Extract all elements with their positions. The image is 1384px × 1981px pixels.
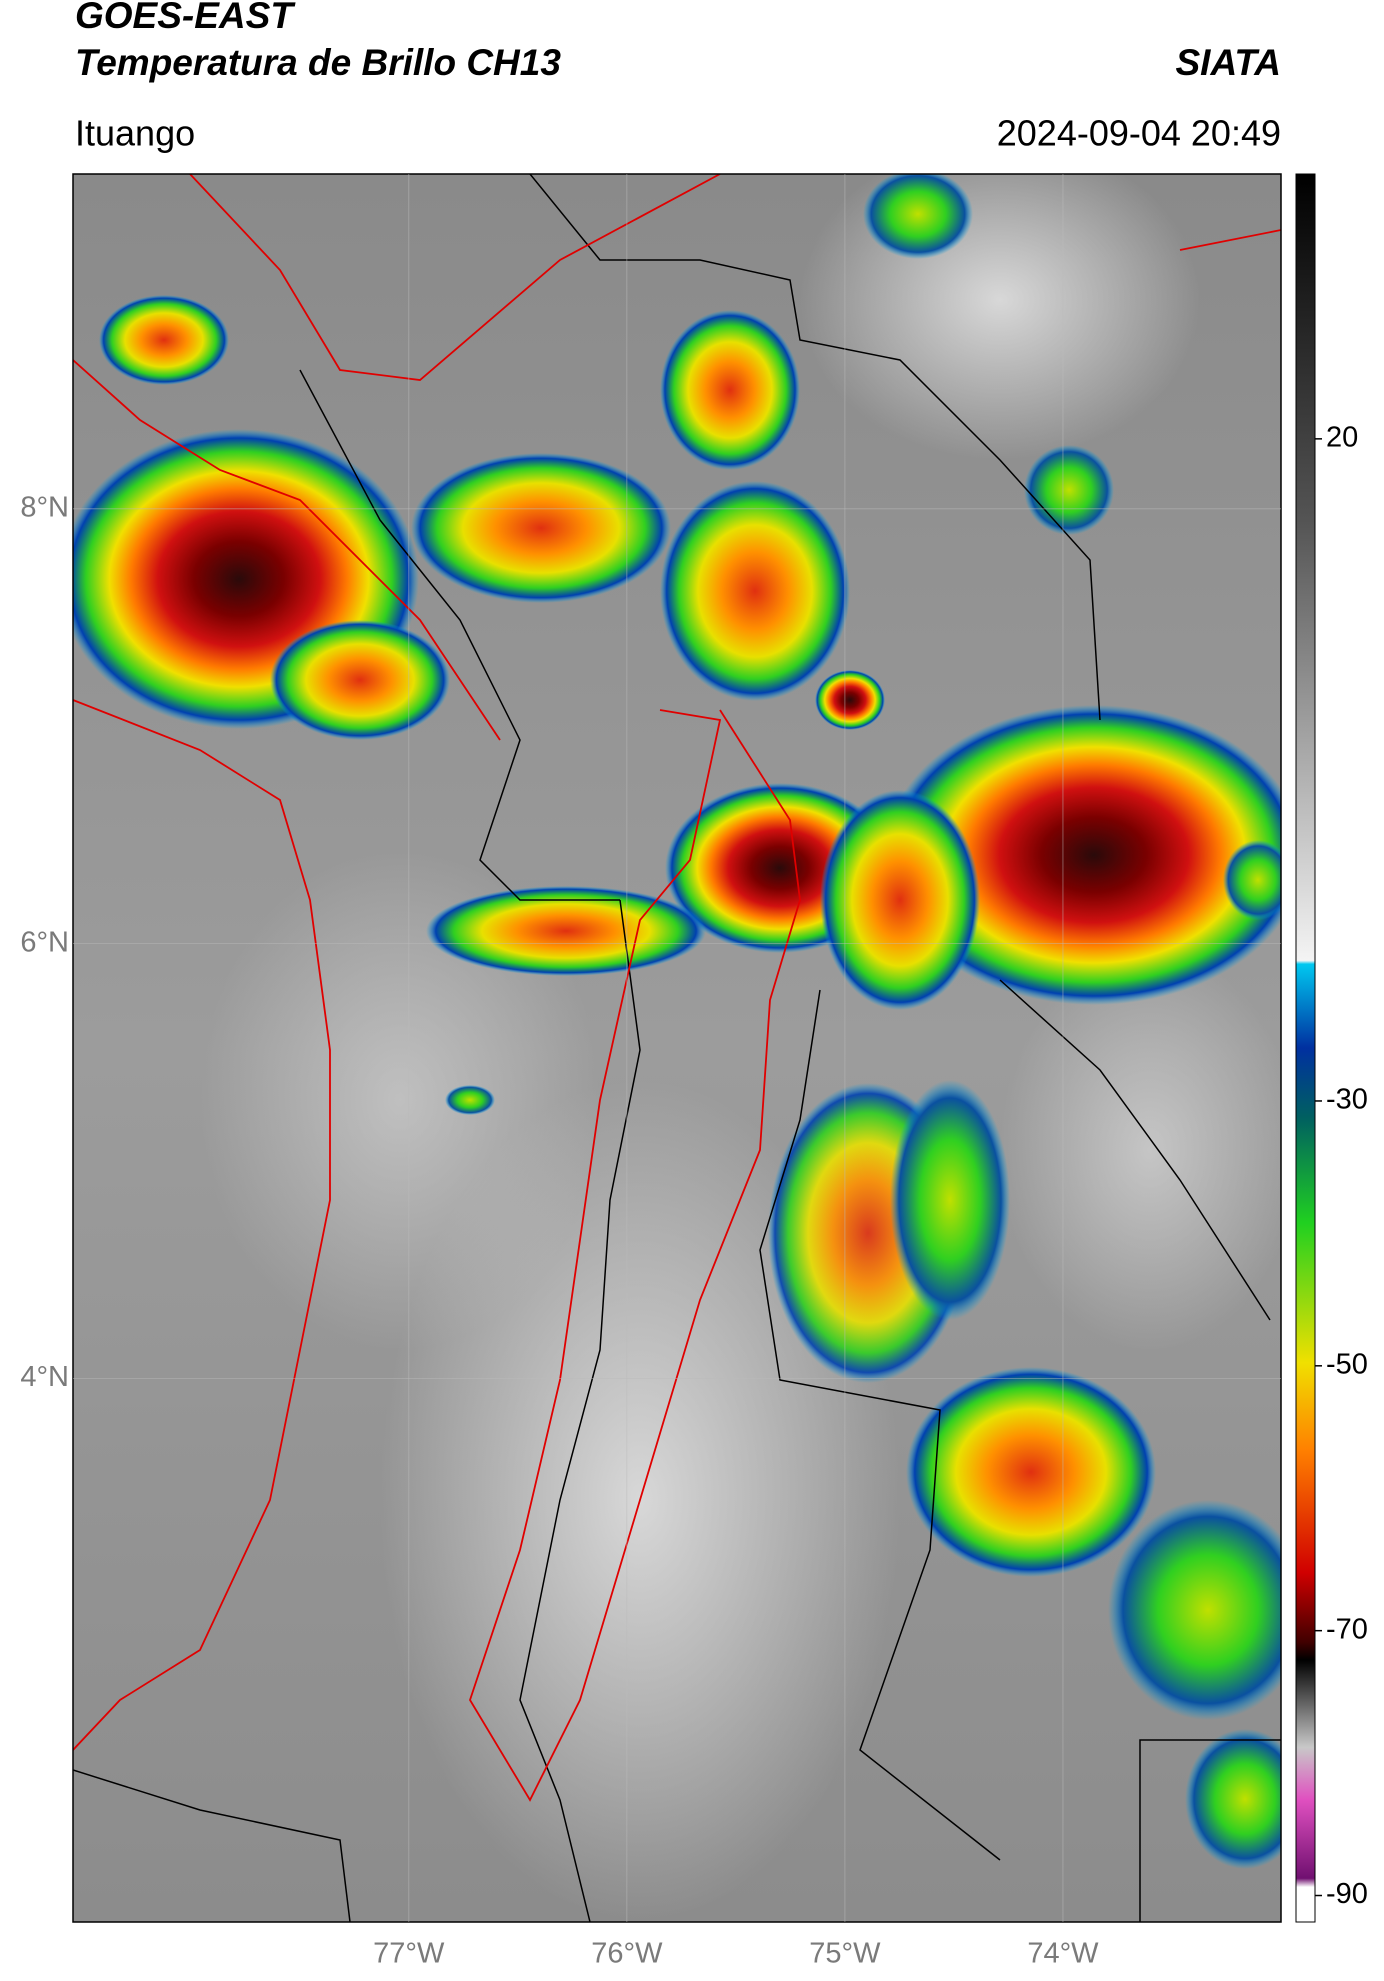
map-frame bbox=[72, 173, 1282, 1923]
satellite-image bbox=[73, 174, 1281, 1922]
lon-label: 76°W bbox=[591, 1938, 663, 1970]
colorbar bbox=[1295, 173, 1316, 1923]
lon-label: 77°W bbox=[373, 1938, 445, 1970]
datetime: 2024-09-04 20:49 bbox=[997, 113, 1281, 154]
lat-label: 6°N bbox=[20, 926, 69, 958]
colorbar-label: -50 bbox=[1326, 1348, 1368, 1380]
lat-label: 8°N bbox=[20, 491, 69, 523]
colorbar-label: -70 bbox=[1326, 1613, 1368, 1645]
location: Ituango bbox=[75, 113, 195, 154]
title: GOES-EAST bbox=[75, 0, 296, 36]
lat-label: 4°N bbox=[20, 1361, 69, 1393]
subtitle: Temperatura de Brillo CH13 bbox=[75, 42, 561, 83]
colorbar-label: 20 bbox=[1326, 422, 1358, 454]
colorbar-label: -90 bbox=[1326, 1878, 1368, 1910]
lon-label: 74°W bbox=[1027, 1938, 1099, 1970]
lon-label: 75°W bbox=[809, 1938, 881, 1970]
colorbar-label: -30 bbox=[1326, 1084, 1368, 1116]
brand: SIATA bbox=[1175, 42, 1281, 83]
